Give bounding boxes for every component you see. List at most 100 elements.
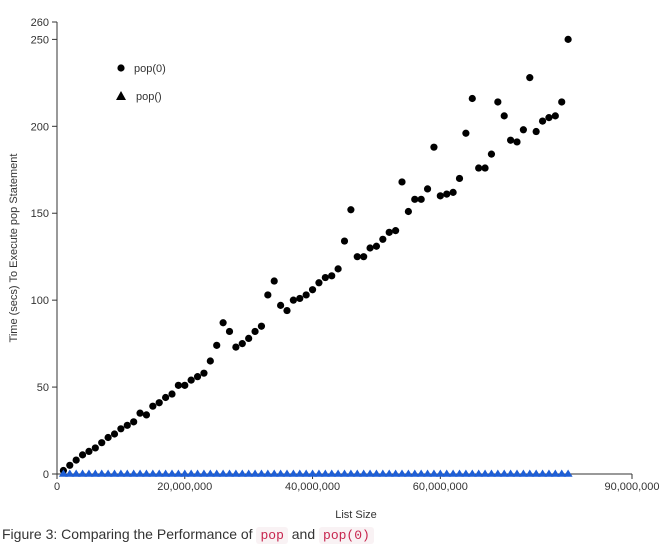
point-pop (122, 469, 132, 477)
point-pop0 (366, 244, 374, 252)
point-pop0 (78, 451, 87, 459)
point-pop (448, 469, 458, 477)
point-pop (288, 469, 298, 477)
axes (56, 22, 632, 475)
y-tick-label: 0 (43, 469, 49, 481)
point-pop0 (404, 207, 412, 216)
point-pop0 (443, 190, 451, 198)
point-pop0 (155, 399, 163, 407)
point-pop (244, 469, 254, 477)
point-pop (314, 469, 324, 477)
point-pop0 (398, 178, 406, 186)
point-pop0 (130, 418, 138, 426)
point-pop0 (455, 174, 464, 183)
point-pop (346, 469, 356, 477)
caption-code-pop0: pop(0) (319, 527, 374, 544)
y-tick-label: 50 (37, 382, 49, 394)
point-pop0 (296, 294, 304, 303)
point-pop0 (360, 253, 368, 261)
point-pop0 (142, 411, 151, 419)
y-tick-label: 260 (31, 17, 49, 29)
point-pop0 (340, 237, 349, 245)
point-pop0 (423, 185, 432, 193)
point-pop (518, 469, 528, 477)
point-pop (429, 469, 439, 477)
point-pop0 (532, 127, 540, 136)
point-pop (84, 469, 94, 477)
point-pop (557, 469, 567, 477)
point-pop (237, 469, 247, 477)
x-tick-label: 0 (54, 481, 60, 493)
point-pop (282, 469, 292, 477)
point-pop (212, 469, 222, 477)
point-pop0 (500, 112, 508, 120)
legend-marker-pop0 (117, 64, 125, 72)
point-pop0 (507, 136, 515, 144)
point-pop0 (564, 35, 572, 43)
point-pop (250, 469, 260, 477)
point-pop0 (538, 117, 547, 125)
point-pop (531, 469, 541, 477)
point-pop (225, 469, 234, 477)
point-pop (525, 469, 535, 477)
point-pop (563, 469, 573, 477)
y-tick-label: 200 (31, 121, 49, 133)
caption-joiner: and (291, 526, 316, 542)
point-pop (65, 469, 75, 477)
point-pop (148, 469, 158, 477)
point-pop (474, 469, 484, 477)
caption-prefix: Figure 3: Comparing the Performance of (2, 526, 253, 542)
point-pop (538, 469, 548, 477)
point-pop0 (257, 322, 266, 330)
point-pop0 (264, 291, 272, 299)
point-pop0 (206, 357, 214, 365)
point-pop (58, 469, 68, 477)
point-pop (397, 469, 407, 477)
caption-code-pop: pop (256, 527, 288, 544)
point-pop0 (430, 143, 438, 151)
point-pop (550, 469, 560, 477)
point-pop0 (526, 74, 534, 82)
y-tick-label: 150 (31, 208, 49, 220)
point-pop0 (200, 369, 208, 377)
point-pop0 (436, 192, 444, 200)
point-pop0 (392, 227, 400, 235)
y-tick-label: 250 (31, 34, 49, 46)
point-pop (467, 469, 477, 477)
point-pop (186, 469, 196, 477)
point-pop0 (283, 306, 291, 315)
point-pop (167, 469, 177, 477)
point-pop0 (91, 444, 99, 452)
point-pop (116, 469, 126, 477)
point-pop (327, 469, 337, 477)
point-pop (403, 469, 413, 477)
x-tick-label: 60,000,000 (413, 481, 468, 493)
x-ticks: 0 20,000,000 40,000,000 60,000,000 90,000,00… (54, 474, 660, 493)
point-pop (129, 469, 139, 477)
point-pop (308, 469, 318, 477)
point-pop (193, 469, 203, 477)
point-pop0 (98, 439, 106, 447)
point-pop0 (315, 279, 323, 287)
point-pop (231, 469, 241, 477)
point-pop (263, 469, 273, 477)
point-pop0 (347, 206, 355, 214)
point-pop (97, 469, 107, 477)
point-pop (544, 469, 554, 477)
point-pop0 (353, 253, 361, 261)
point-pop (154, 469, 164, 477)
point-pop (295, 469, 305, 477)
point-pop0 (475, 164, 483, 172)
point-pop0 (487, 150, 496, 158)
point-pop0 (187, 376, 195, 384)
point-pop0 (225, 327, 234, 336)
x-tick-label: 20,000,000 (157, 481, 212, 493)
point-pop0 (481, 164, 489, 172)
point-pop (365, 469, 375, 477)
point-pop0 (302, 291, 310, 299)
point-pop0 (85, 447, 93, 455)
legend-marker-pop (116, 91, 126, 100)
x-axis-label: List Size (335, 509, 377, 521)
point-pop (506, 469, 516, 477)
point-pop0 (123, 421, 131, 429)
